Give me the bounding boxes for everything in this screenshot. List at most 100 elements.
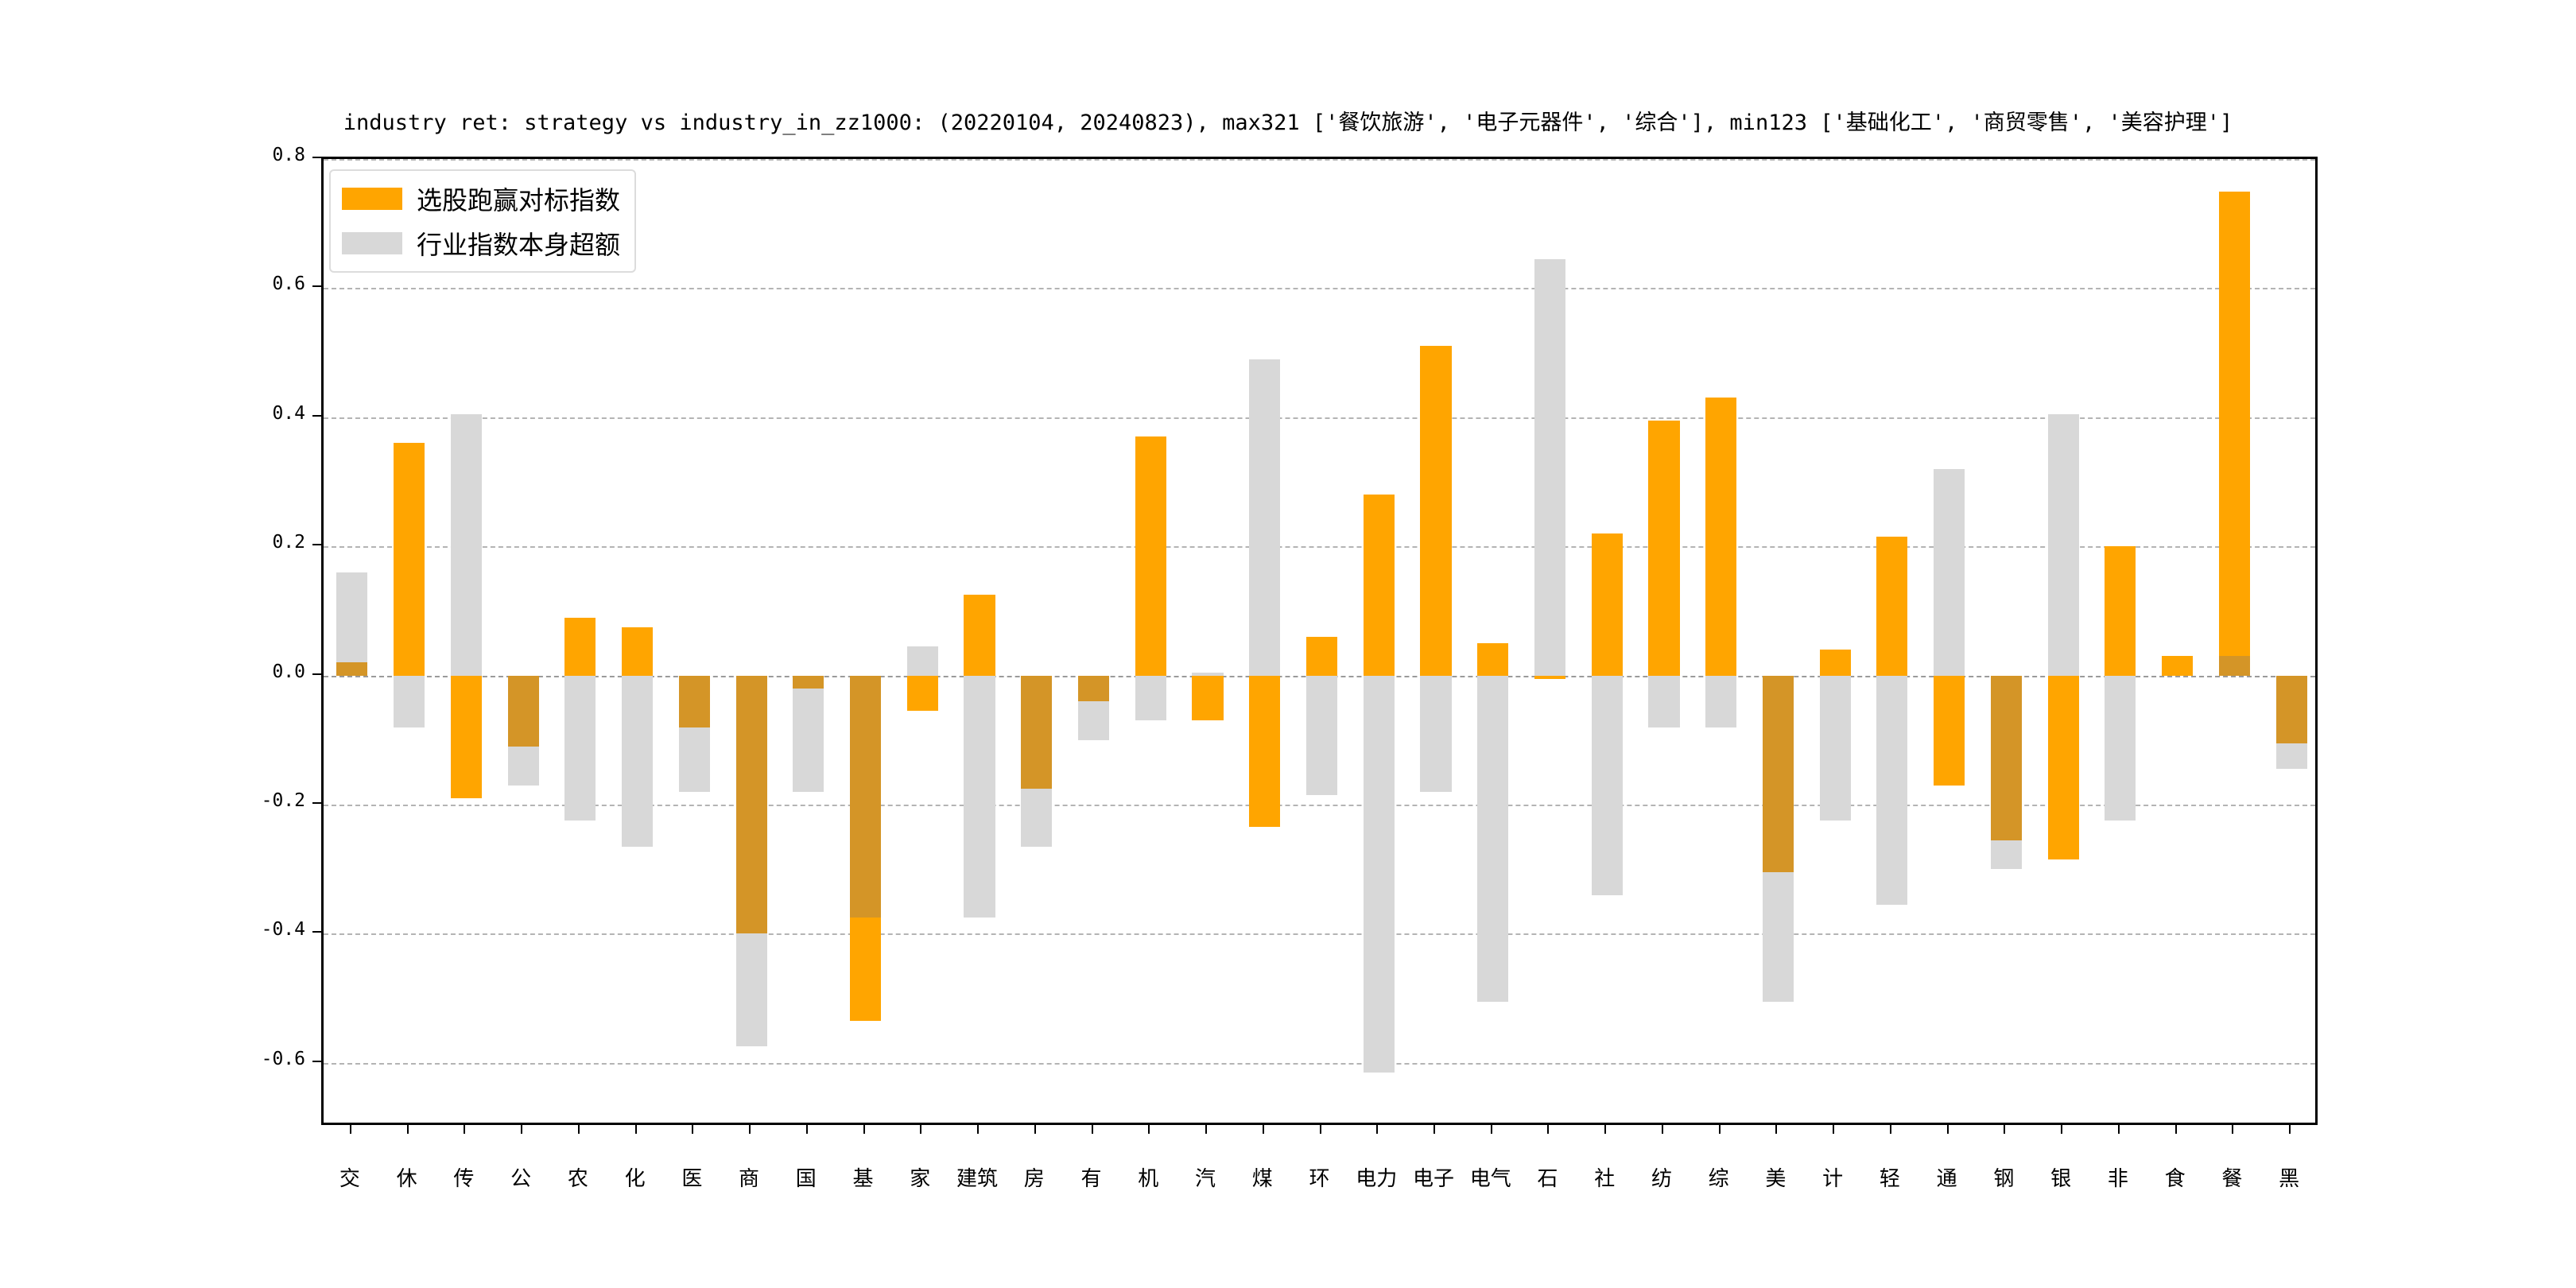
bar-strategy-alpha	[2162, 656, 2194, 676]
y-tick-label: 0.8	[272, 145, 305, 165]
x-tick-mark	[1433, 1125, 1435, 1134]
x-tick-label: 传	[453, 1167, 475, 1191]
x-tick-label: 电气	[1469, 1167, 1511, 1191]
bar-strategy-alpha	[1249, 675, 1281, 828]
y-tick-label: 0.6	[272, 274, 305, 295]
x-tick-mark	[1148, 1125, 1150, 1134]
x-tick-mark	[2117, 1125, 2120, 1134]
x-tick-label: 轻	[1879, 1167, 1900, 1191]
bar-strategy-alpha	[1705, 398, 1737, 676]
x-tick-mark	[692, 1125, 694, 1134]
bar-overlap-region	[850, 675, 882, 918]
bar-strategy-alpha	[1363, 495, 1395, 676]
x-tick-mark	[920, 1125, 922, 1134]
gridline	[324, 546, 2315, 549]
x-tick-label: 食	[2164, 1167, 2186, 1191]
legend-label: 选股跑赢对标指数	[417, 185, 621, 215]
bar-industry-excess	[1305, 675, 1338, 795]
x-tick-label: 银	[2050, 1167, 2072, 1191]
x-tick-mark	[1946, 1125, 1949, 1134]
x-tick-label: 基	[852, 1167, 874, 1191]
bar-industry-excess	[1819, 675, 1851, 821]
x-tick-label: 汽	[1194, 1167, 1216, 1191]
bar-industry-excess	[1591, 675, 1623, 895]
bar-strategy-alpha	[1591, 533, 1623, 676]
x-tick-mark	[349, 1125, 351, 1134]
bar-strategy-alpha	[564, 617, 596, 676]
x-tick-label: 纺	[1651, 1167, 1672, 1191]
x-tick-label: 医	[681, 1167, 703, 1191]
bar-industry-excess	[1705, 675, 1737, 727]
x-tick-label: 化	[624, 1167, 646, 1191]
bar-strategy-alpha	[1648, 420, 1680, 676]
bar-overlap-region	[507, 675, 539, 747]
x-tick-label: 交	[339, 1167, 360, 1191]
y-tick-label: 0.0	[272, 661, 305, 682]
bar-strategy-alpha	[2105, 546, 2136, 676]
x-tick-mark	[805, 1125, 808, 1134]
bar-overlap-region	[1990, 675, 2022, 840]
bar-industry-excess	[1420, 675, 1452, 792]
y-tick-mark	[312, 673, 321, 675]
x-tick-mark	[2232, 1125, 2234, 1134]
x-tick-label: 国	[795, 1167, 817, 1191]
bar-strategy-alpha	[1420, 346, 1452, 676]
gridline	[324, 417, 2315, 419]
bar-strategy-alpha	[622, 627, 654, 676]
x-tick-mark	[2174, 1125, 2177, 1134]
bar-strategy-alpha	[1305, 636, 1338, 676]
x-tick-mark	[1661, 1125, 1663, 1134]
bar-overlap-region	[2275, 675, 2307, 743]
bar-overlap-region	[1077, 675, 1110, 702]
gridline	[324, 1062, 2315, 1065]
y-tick-mark	[312, 157, 321, 158]
x-tick-mark	[1262, 1125, 1264, 1134]
x-tick-mark	[1319, 1125, 1321, 1134]
chart-title: industry ret: strategy vs industry_in_zz…	[343, 111, 2233, 135]
x-tick-mark	[1604, 1125, 1607, 1134]
bar-strategy-alpha	[1135, 436, 1166, 676]
plot-area	[321, 157, 2318, 1125]
y-tick-label: 0.4	[272, 402, 305, 424]
x-tick-label: 计	[1822, 1167, 1844, 1191]
bar-strategy-alpha	[1934, 675, 1965, 786]
y-tick-mark	[312, 544, 321, 546]
gridline	[324, 805, 2315, 806]
bar-industry-excess	[2047, 413, 2079, 676]
bar-industry-excess	[564, 675, 596, 821]
bar-strategy-alpha	[2218, 191, 2250, 657]
legend-item[interactable]: 行业指数本身超额	[342, 225, 620, 262]
x-tick-mark	[863, 1125, 865, 1134]
bar-industry-excess	[793, 675, 824, 792]
x-tick-label: 有	[1080, 1167, 1102, 1191]
x-tick-mark	[1889, 1125, 1891, 1134]
bar-industry-excess	[1477, 675, 1509, 1002]
bar-industry-excess	[1934, 468, 1965, 676]
bar-strategy-alpha	[850, 918, 882, 1021]
bar-industry-excess	[450, 413, 482, 676]
x-tick-mark	[1205, 1125, 1207, 1134]
x-tick-label: 商	[739, 1167, 760, 1191]
legend-swatch-icon	[342, 232, 402, 254]
bar-overlap-region	[735, 675, 767, 934]
bar-industry-excess	[1534, 258, 1565, 676]
bar-industry-excess	[336, 572, 368, 676]
x-tick-mark	[2004, 1125, 2006, 1134]
bar-industry-excess	[1648, 675, 1680, 727]
gridline	[324, 288, 2315, 290]
x-tick-label: 石	[1537, 1167, 1558, 1191]
legend-item[interactable]: 选股跑赢对标指数	[342, 180, 620, 217]
x-tick-mark	[977, 1125, 980, 1134]
x-tick-label: 非	[2107, 1167, 2128, 1191]
bar-overlap-region	[678, 675, 710, 727]
y-tick-label: -0.2	[261, 790, 305, 811]
x-tick-label: 建筑	[956, 1167, 999, 1191]
y-tick-mark	[312, 931, 321, 933]
x-tick-label: 休	[396, 1167, 417, 1191]
bar-industry-excess	[964, 675, 995, 918]
chart-legend: 选股跑赢对标指数行业指数本身超额	[329, 169, 637, 273]
x-tick-mark	[1718, 1125, 1721, 1134]
y-tick-label: -0.4	[261, 919, 305, 941]
x-tick-mark	[1547, 1125, 1550, 1134]
